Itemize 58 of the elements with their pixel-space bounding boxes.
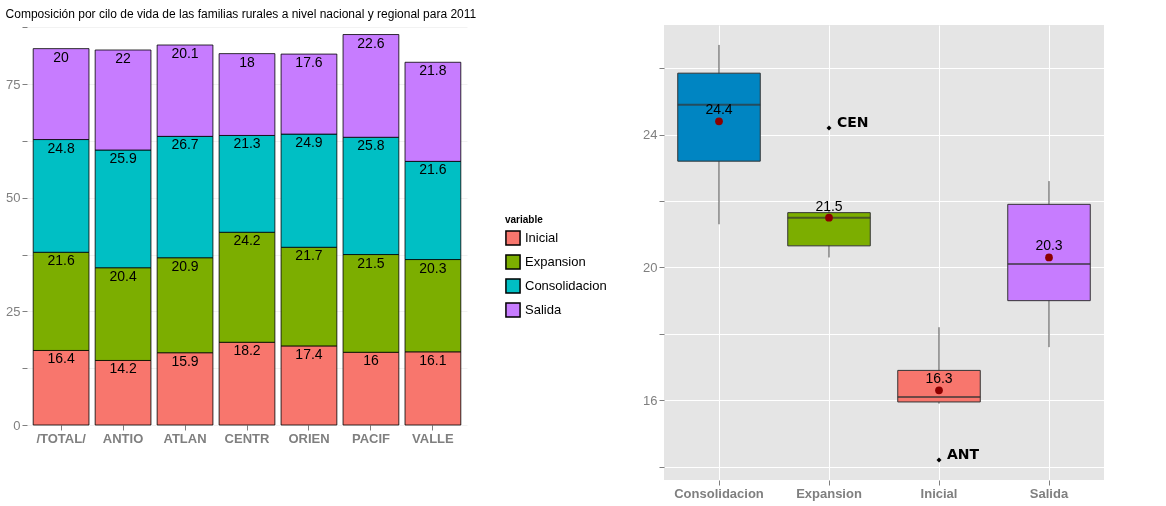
data-label: 25.8 bbox=[357, 137, 385, 154]
data-label: 20.4 bbox=[109, 267, 137, 284]
data-label: 26.7 bbox=[171, 136, 199, 153]
data-label: 14.2 bbox=[109, 360, 137, 377]
x-tick-label: Consolidacion bbox=[674, 485, 764, 501]
y-tick-label: 16 bbox=[643, 392, 658, 408]
annotation: 20.3 bbox=[1035, 237, 1063, 254]
y-tick-label: 75 bbox=[6, 76, 21, 92]
data-label: 20 bbox=[53, 48, 70, 65]
x-tick-label: Expansion bbox=[796, 485, 862, 501]
x-tick-label: CENTR bbox=[224, 430, 270, 446]
annotation: ANT bbox=[947, 446, 980, 463]
annotation: CEN bbox=[837, 113, 869, 130]
data-label: 16.1 bbox=[419, 351, 447, 368]
x-tick-label: Salida bbox=[1029, 485, 1069, 501]
x-tick-label: ATLAN bbox=[163, 430, 207, 446]
legend-label: Salida bbox=[525, 302, 562, 317]
data-label: 21.8 bbox=[419, 62, 447, 79]
data-label: 20.1 bbox=[171, 45, 199, 61]
data-label: 22 bbox=[115, 50, 132, 66]
data-label: 16 bbox=[363, 352, 379, 369]
data-label: 16.4 bbox=[47, 350, 75, 367]
data-label: 17.4 bbox=[295, 345, 323, 362]
data-label: 21.7 bbox=[295, 247, 323, 264]
x-tick-label: /TOTAL/ bbox=[36, 430, 87, 446]
x-tick-label: VALLE bbox=[412, 430, 455, 446]
data-label: 18.2 bbox=[233, 342, 261, 359]
legend-label: Consolidacion bbox=[525, 278, 607, 293]
x-tick-label: ORIEN bbox=[288, 430, 330, 446]
x-tick-label: Inicial bbox=[920, 485, 958, 501]
annotation: 16.3 bbox=[925, 370, 953, 387]
chart-title: Composición por cilo de vida de las familias rurales a nivel nacional y regional para 2011 bbox=[5, 7, 477, 21]
data-label: 21.6 bbox=[47, 252, 75, 269]
data-label: 22.6 bbox=[357, 34, 385, 51]
legend-label: Inicial bbox=[525, 230, 559, 245]
x-tick-label: PACIF bbox=[351, 430, 391, 446]
y-tick-label: 50 bbox=[6, 190, 21, 206]
y-tick-label: 25 bbox=[6, 303, 21, 319]
y-tick-label: 20 bbox=[643, 259, 658, 275]
annotation: 24.4 bbox=[705, 101, 733, 118]
data-label: 21.3 bbox=[233, 135, 261, 152]
data-label: 24.9 bbox=[295, 134, 323, 151]
data-label: 18 bbox=[239, 53, 255, 70]
data-label: 25.9 bbox=[109, 150, 137, 166]
y-tick-label: 0 bbox=[13, 417, 21, 433]
data-label: 20.3 bbox=[419, 259, 447, 276]
legend-title: variable bbox=[505, 214, 544, 225]
annotation: 21.5 bbox=[815, 197, 843, 214]
data-label: 21.6 bbox=[419, 161, 447, 178]
data-label: 15.9 bbox=[171, 352, 199, 369]
data-label: 21.5 bbox=[357, 254, 385, 271]
x-tick-label: ANTIO bbox=[102, 430, 144, 446]
data-label: 17.6 bbox=[295, 54, 323, 71]
data-label: 24.2 bbox=[233, 232, 261, 249]
data-label: 24.8 bbox=[47, 139, 75, 156]
y-tick-label: 24 bbox=[643, 127, 658, 143]
data-label: 20.9 bbox=[171, 257, 199, 274]
legend-label: Expansion bbox=[525, 254, 586, 269]
